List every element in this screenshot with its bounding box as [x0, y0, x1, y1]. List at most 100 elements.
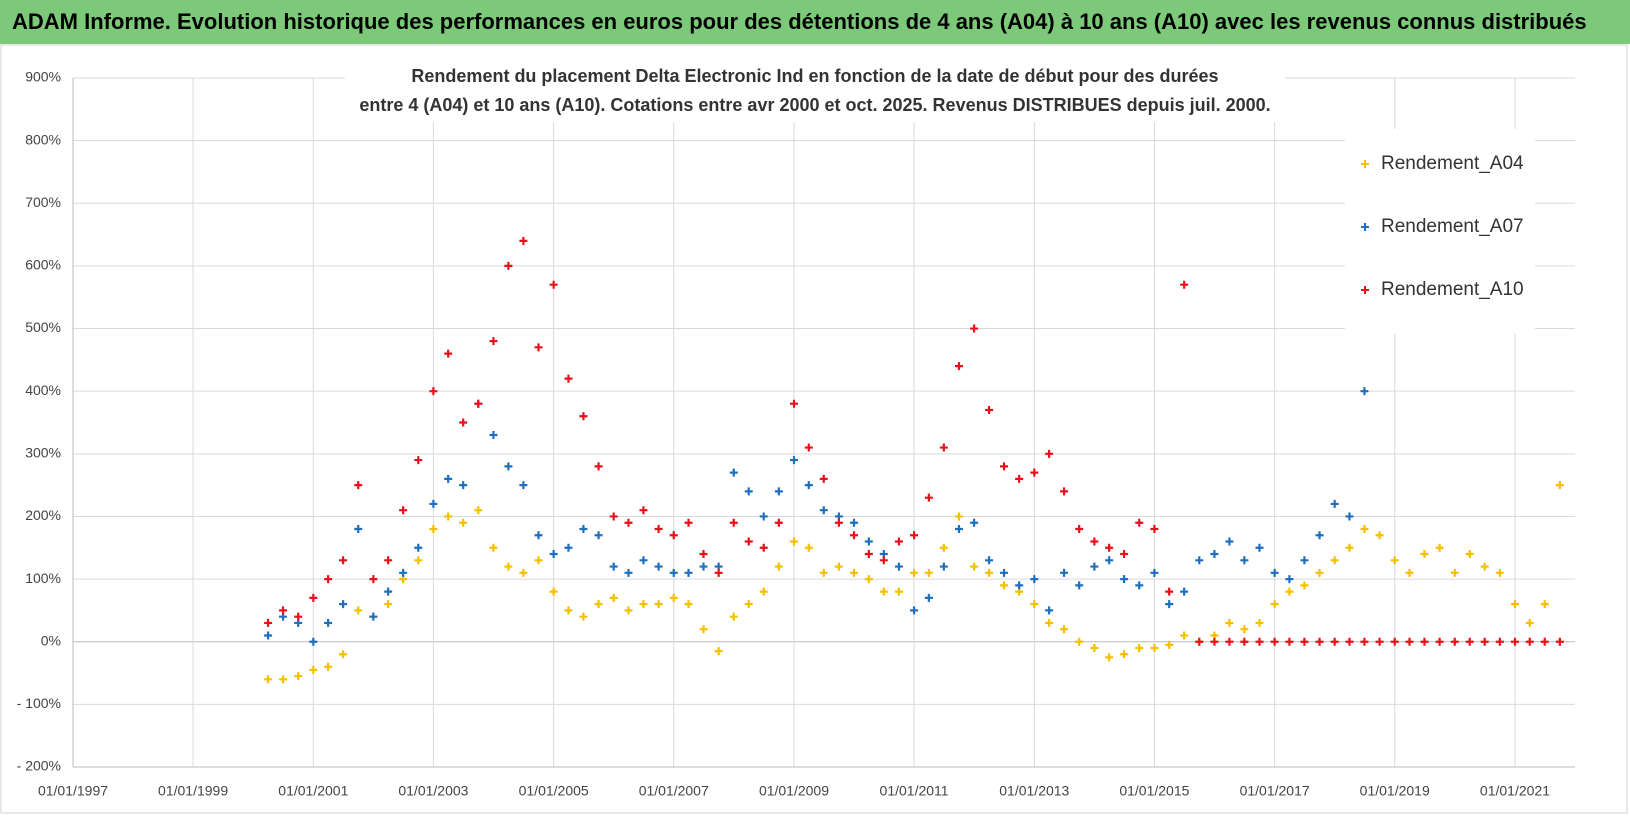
- point: [324, 575, 333, 584]
- point: [1015, 581, 1024, 590]
- chart: - 200% - 100% 0% 100% 200% 300% 400% 500% 600% 70…: [0, 44, 1628, 814]
- point: [534, 556, 543, 565]
- point: [1555, 481, 1564, 490]
- point: [384, 600, 393, 609]
- point: [519, 568, 528, 577]
- point: [1525, 637, 1534, 646]
- point: [549, 550, 558, 559]
- point: [504, 562, 513, 571]
- point: [894, 562, 903, 571]
- point: [954, 524, 963, 533]
- point: [489, 337, 498, 346]
- point: [1240, 637, 1249, 646]
- point: [294, 612, 303, 621]
- point: [1555, 637, 1564, 646]
- y-tick-label: - 200%: [17, 758, 61, 774]
- point: [279, 606, 288, 615]
- point: [1525, 618, 1534, 627]
- point: [1540, 600, 1549, 609]
- point: [339, 600, 348, 609]
- point: [264, 675, 273, 684]
- point: [639, 506, 648, 515]
- point: [459, 418, 468, 427]
- point: [684, 518, 693, 527]
- point: [729, 518, 738, 527]
- point: [564, 606, 573, 615]
- point: [850, 518, 859, 527]
- legend-background: [1345, 129, 1535, 334]
- point: [864, 550, 873, 559]
- point: [399, 568, 408, 577]
- point: [1075, 637, 1084, 646]
- point: [1045, 606, 1054, 615]
- point: [714, 568, 723, 577]
- point: [1165, 587, 1174, 596]
- point: [1360, 524, 1369, 533]
- y-tick-label: 200%: [25, 507, 61, 523]
- y-tick-label: 400%: [25, 382, 61, 398]
- point: [1405, 568, 1414, 577]
- point: [489, 431, 498, 440]
- point: [1270, 637, 1279, 646]
- point: [684, 568, 693, 577]
- point: [519, 481, 528, 490]
- point: [699, 562, 708, 571]
- point: [759, 543, 768, 552]
- point: [970, 324, 979, 333]
- point: [534, 531, 543, 540]
- point: [279, 675, 288, 684]
- point: [384, 556, 393, 565]
- x-tick-label: 01/01/2015: [1119, 783, 1189, 799]
- point: [924, 593, 933, 602]
- point: [774, 518, 783, 527]
- point: [1225, 637, 1234, 646]
- point: [1240, 556, 1249, 565]
- point: [354, 606, 363, 615]
- point: [354, 524, 363, 533]
- point: [1420, 550, 1429, 559]
- x-tick-label: 01/01/2001: [278, 783, 348, 799]
- point: [429, 387, 438, 396]
- point: [1105, 543, 1114, 552]
- point: [639, 556, 648, 565]
- point: [414, 456, 423, 465]
- y-tick-label: 900%: [25, 69, 61, 85]
- point: [1090, 562, 1099, 571]
- point: [910, 531, 919, 540]
- point: [1135, 643, 1144, 652]
- point: [834, 518, 843, 527]
- point: [954, 512, 963, 521]
- point: [1270, 568, 1279, 577]
- point: [1300, 556, 1309, 565]
- title-background: [345, 58, 1285, 122]
- point: [744, 487, 753, 496]
- point: [549, 587, 558, 596]
- point: [759, 587, 768, 596]
- point: [850, 568, 859, 577]
- point: [1540, 637, 1549, 646]
- point: [879, 587, 888, 596]
- x-tick-label: 01/01/1999: [158, 783, 228, 799]
- point: [639, 600, 648, 609]
- point: [789, 537, 798, 546]
- point: [444, 349, 453, 358]
- point: [459, 518, 468, 527]
- point: [609, 562, 618, 571]
- point: [1135, 518, 1144, 527]
- point: [534, 343, 543, 352]
- point: [1015, 474, 1024, 483]
- point: [1105, 556, 1114, 565]
- point: [744, 600, 753, 609]
- point: [1030, 575, 1039, 584]
- point: [624, 568, 633, 577]
- point: [444, 474, 453, 483]
- point: [1210, 637, 1219, 646]
- point: [1450, 568, 1459, 577]
- legend-label: Rendement_A04: [1381, 153, 1524, 174]
- point: [1480, 562, 1489, 571]
- point: [864, 537, 873, 546]
- point: [384, 587, 393, 596]
- point: [1285, 575, 1294, 584]
- point: [354, 481, 363, 490]
- point: [1315, 637, 1324, 646]
